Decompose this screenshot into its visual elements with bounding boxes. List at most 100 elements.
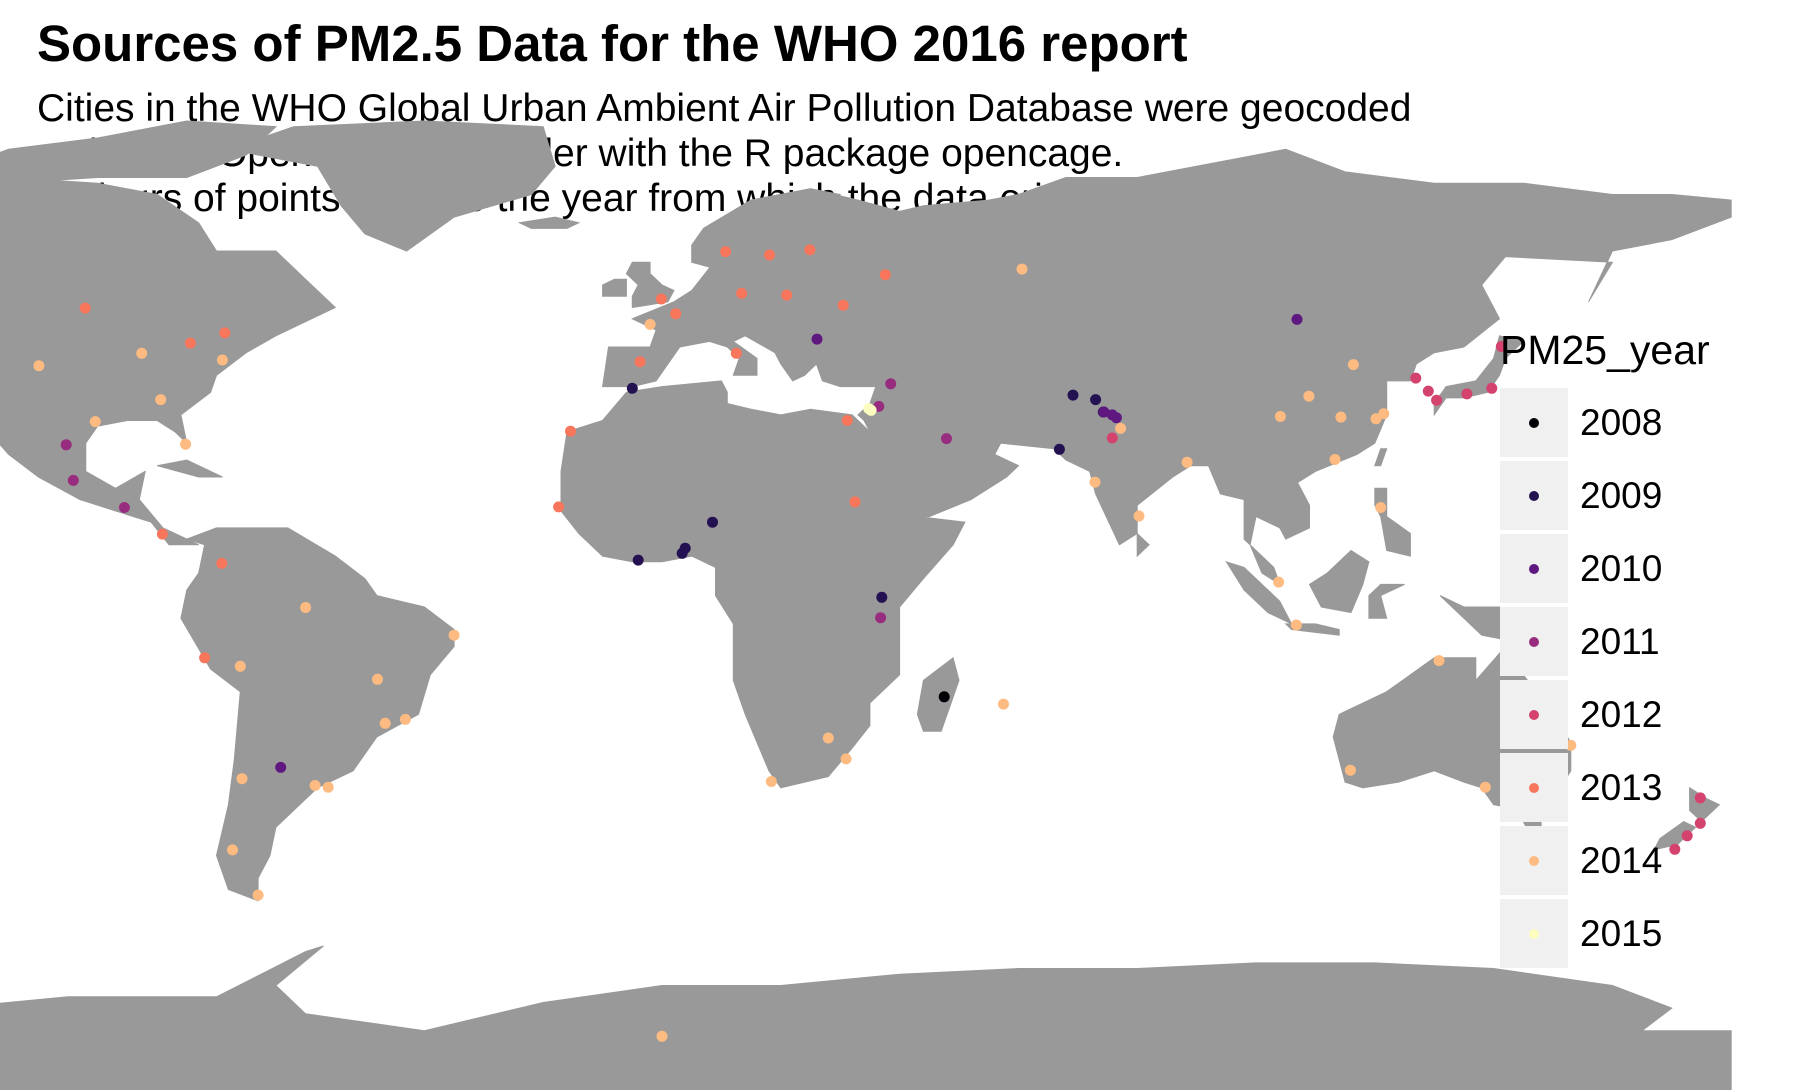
legend-dot (1529, 636, 1539, 647)
point-2009 (632, 554, 644, 566)
land-cuba (156, 459, 223, 478)
subtitle-line-1: Cities in the WHO Global Urban Ambient A… (37, 87, 1412, 130)
point-2013 (764, 249, 775, 261)
legend-key (1500, 826, 1568, 895)
point-2014 (33, 360, 45, 372)
point-2012 (1669, 843, 1681, 855)
point-2014 (1274, 411, 1286, 422)
legend-label: 2012 (1580, 693, 1663, 735)
legend-dot (1529, 709, 1539, 720)
legend: PM25_year 2008 2009 2010 2011 2012 2013 2014 20… (1500, 324, 1710, 970)
legend-dot (1529, 417, 1539, 428)
point-2010 (1098, 406, 1110, 418)
point-2014 (1344, 764, 1356, 776)
land-new-zealand-south (1653, 821, 1697, 851)
land-ireland (602, 278, 627, 297)
point-2013 (879, 269, 891, 281)
point-2014 (822, 732, 834, 744)
point-2013 (219, 327, 231, 339)
point-2014 (155, 394, 167, 406)
legend-key (1500, 534, 1568, 603)
point-2012 (1694, 817, 1706, 829)
point-2012 (1681, 830, 1693, 842)
land-greenland (226, 120, 556, 252)
point-2011 (941, 433, 952, 445)
point-2014 (840, 753, 852, 765)
point-2012 (1106, 432, 1118, 444)
legend-item-2008: 2008 (1500, 386, 1710, 459)
point-2013 (841, 415, 853, 426)
point-2013 (156, 528, 168, 540)
land-great-britain (625, 261, 675, 309)
point-2009 (679, 542, 691, 554)
legend-dot (1529, 490, 1539, 501)
point-2012 (1461, 388, 1473, 400)
land-arctic-islands (0, 120, 278, 184)
legend-key (1500, 680, 1568, 749)
land-sulawesi (1368, 583, 1405, 619)
legend-label: 2008 (1580, 401, 1663, 443)
point-2014 (1375, 502, 1387, 513)
point-2014 (236, 773, 248, 785)
point-2012 (1410, 372, 1422, 384)
plot-subtitle: Cities in the WHO Global Urban Ambient A… (37, 86, 1411, 221)
point-2008 (938, 691, 950, 703)
point-2009 (1067, 389, 1079, 401)
legend-label: 2013 (1580, 766, 1663, 808)
legend-key (1500, 461, 1568, 530)
point-2015 (863, 403, 875, 415)
land-philippines (1374, 487, 1411, 557)
land-sri-lanka (1136, 532, 1150, 558)
point-2014 (1115, 422, 1127, 434)
land-taiwan (1374, 448, 1388, 467)
point-2010 (275, 761, 287, 773)
point-2013 (553, 501, 565, 513)
point-2013 (837, 299, 849, 311)
land-arabia (869, 397, 1020, 517)
point-2009 (626, 382, 638, 394)
point-2014 (252, 889, 264, 901)
point-2013 (781, 289, 793, 301)
legend-key (1500, 607, 1568, 676)
point-2011 (67, 474, 79, 486)
point-2013 (730, 347, 742, 359)
point-2014 (379, 717, 391, 729)
point-2014 (1273, 576, 1285, 588)
point-2013 (736, 287, 748, 299)
legend-item-2011: 2011 (1500, 605, 1710, 678)
point-2014 (1479, 781, 1491, 793)
point-2014 (309, 780, 321, 791)
point-2009 (707, 516, 718, 528)
point-2013 (634, 356, 646, 368)
legend-label: 2010 (1580, 547, 1663, 589)
point-2012 (1486, 382, 1498, 394)
point-2010 (1291, 313, 1303, 325)
point-2012 (1694, 792, 1706, 804)
legend-key (1500, 899, 1568, 968)
point-2014 (234, 660, 246, 672)
point-2014 (765, 776, 777, 787)
point-2014 (644, 318, 656, 330)
point-2014 (1329, 454, 1341, 465)
point-2014 (399, 713, 411, 725)
point-2014 (448, 629, 460, 641)
point-2014 (1347, 359, 1359, 371)
point-2009 (876, 591, 888, 603)
point-2010 (811, 333, 823, 345)
point-2011 (60, 439, 72, 451)
point-2012 (1422, 385, 1434, 397)
point-2010 (1110, 412, 1122, 424)
point-2014 (656, 1030, 668, 1042)
point-2014 (1181, 456, 1193, 468)
legend-label: 2015 (1580, 912, 1663, 954)
point-2014 (998, 698, 1009, 710)
point-2013 (216, 557, 228, 569)
point-2014 (372, 673, 383, 685)
land-eurasia (602, 148, 1732, 586)
point-2011 (885, 378, 897, 390)
point-2013 (655, 293, 667, 305)
legend-dot (1529, 782, 1539, 793)
point-2013 (804, 244, 816, 256)
legend-dot (1529, 563, 1539, 574)
